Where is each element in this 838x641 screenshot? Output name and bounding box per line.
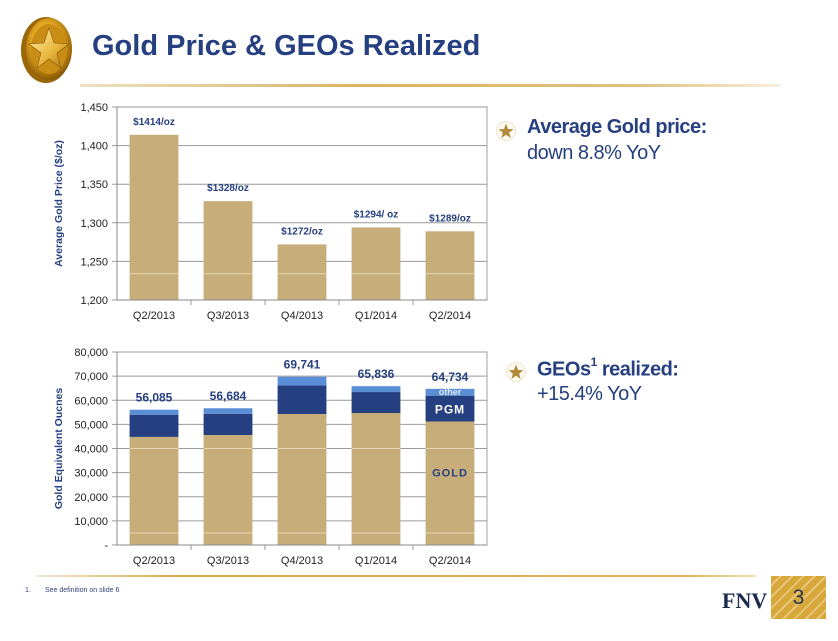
page-number-box: 3: [771, 576, 826, 619]
total-label: 64,734: [432, 370, 469, 384]
y-tick-label: 40,000: [74, 444, 108, 456]
gold-price-chart: 1,200 1,250 1,300 1,350 1,400 1,450 Average Go…: [40, 95, 500, 330]
bar-segment-other: [425, 388, 475, 396]
y-tick-label: 70,000: [74, 371, 108, 383]
x-tick-label: Q3/2013: [207, 310, 249, 322]
y-axis-label: Average Gold Price ($/oz): [53, 140, 65, 267]
bar-q3-2013: [203, 201, 253, 300]
total-label: 56,684: [210, 389, 247, 403]
x-tick-label: Q1/2014: [355, 310, 397, 322]
y-tick-label: 1,250: [80, 256, 108, 268]
bar-segment-other: [129, 409, 179, 415]
total-label: 65,836: [358, 367, 395, 381]
bullet-detail: down 8.8% YoY: [527, 142, 661, 164]
geos-chart: - 10,000 20,000 30,000 40,000 50,000 60,000 70,…: [40, 340, 500, 575]
bar-segment-pgm: [203, 413, 253, 435]
footnote: 1. See definition on slide 6: [25, 587, 119, 594]
y-tick-label: 1,200: [80, 295, 108, 307]
bar-segment-gold: [425, 421, 475, 545]
segment-label-gold: GOLD: [432, 468, 468, 480]
x-tick-label: Q2/2013: [133, 555, 175, 567]
y-tick-label: 30,000: [74, 468, 108, 480]
y-tick-label: -: [104, 540, 108, 552]
x-tick-label: Q4/2013: [281, 555, 323, 567]
data-label: $1294/ oz: [354, 209, 398, 220]
total-label: 56,085: [136, 391, 173, 405]
bar-segment-gold: [203, 434, 253, 545]
bullet-heading-suffix: realized:: [596, 358, 679, 381]
bullet-geos: GEOs1 realized: +15.4% YoY: [505, 355, 805, 417]
footnote-text: See definition on slide 6: [45, 587, 120, 594]
y-tick-label: 20,000: [74, 492, 108, 504]
x-tick-label: Q2/2014: [429, 555, 471, 567]
bullet-detail: +15.4% YoY: [537, 383, 642, 405]
bar-segment-other: [277, 376, 327, 386]
y-tick-label: 10,000: [74, 516, 108, 528]
bar-segment-pgm: [425, 395, 475, 422]
x-tick-label: Q2/2014: [429, 310, 471, 322]
x-tick-label: Q1/2014: [355, 555, 397, 567]
segment-label-pgm: PGM: [435, 403, 465, 417]
y-tick-label: 1,450: [80, 102, 108, 114]
data-label: $1272/oz: [281, 226, 323, 237]
data-label: $1414/oz: [133, 117, 175, 128]
star-bullet-icon: [506, 362, 526, 382]
footer-divider: [36, 575, 756, 577]
gold-star-coin-icon: [21, 17, 72, 83]
bullet-heading: Average Gold price:: [527, 116, 707, 139]
page-title: Gold Price & GEOs Realized: [92, 30, 481, 62]
bar-segment-other: [351, 386, 401, 393]
brand-logo: FNV: [722, 588, 768, 613]
y-tick-label: 1,300: [80, 218, 108, 230]
y-tick-label: 1,350: [80, 179, 108, 191]
bar-segment-gold: [129, 436, 179, 545]
y-tick-label: 1,400: [80, 141, 108, 153]
bullet-gold-price: Average Gold price: down 8.8% YoY: [495, 116, 795, 176]
x-tick-label: Q4/2013: [281, 310, 323, 322]
x-tick-label: Q2/2013: [133, 310, 175, 322]
y-tick-label: 60,000: [74, 395, 108, 407]
bar-segment-pgm: [129, 414, 179, 437]
bullet-heading-text: Average Gold price:: [527, 116, 707, 138]
segment-label-other: other: [439, 387, 462, 397]
geos-chart-svg: - 10,000 20,000 30,000 40,000 50,000 60,000 70,…: [53, 347, 488, 567]
y-axis-label: Gold Equivalent Oucnes: [53, 388, 65, 510]
data-label: $1328/oz: [207, 183, 249, 194]
bar-q4-2013: [277, 244, 327, 300]
footnote-number: 1.: [25, 587, 31, 594]
page-number: 3: [792, 586, 805, 609]
footnote-superscript: 1: [590, 355, 598, 369]
bar-segment-pgm: [351, 392, 401, 414]
total-label: 69,741: [284, 358, 321, 372]
data-label: $1289/oz: [429, 213, 471, 224]
x-tick-label: Q3/2013: [207, 555, 249, 567]
bar-segment-pgm: [277, 385, 327, 415]
bullet-heading-text: GEOs: [537, 358, 591, 381]
gold-price-chart-svg: 1,200 1,250 1,300 1,350 1,400 1,450 Average Go…: [53, 102, 488, 322]
bar-segment-gold: [277, 414, 327, 545]
star-bullet-icon: [496, 121, 516, 141]
y-tick-label: 50,000: [74, 419, 108, 431]
bar-q2-2013: [129, 134, 179, 300]
y-tick-label: 80,000: [74, 347, 108, 359]
bar-q2-2014: [425, 231, 475, 300]
bar-segment-gold: [351, 413, 401, 545]
bar-segment-other: [203, 408, 253, 414]
bar-q1-2014: [351, 227, 401, 300]
bullet-heading: GEOs1 realized:: [537, 355, 679, 382]
title-divider: [80, 84, 780, 87]
